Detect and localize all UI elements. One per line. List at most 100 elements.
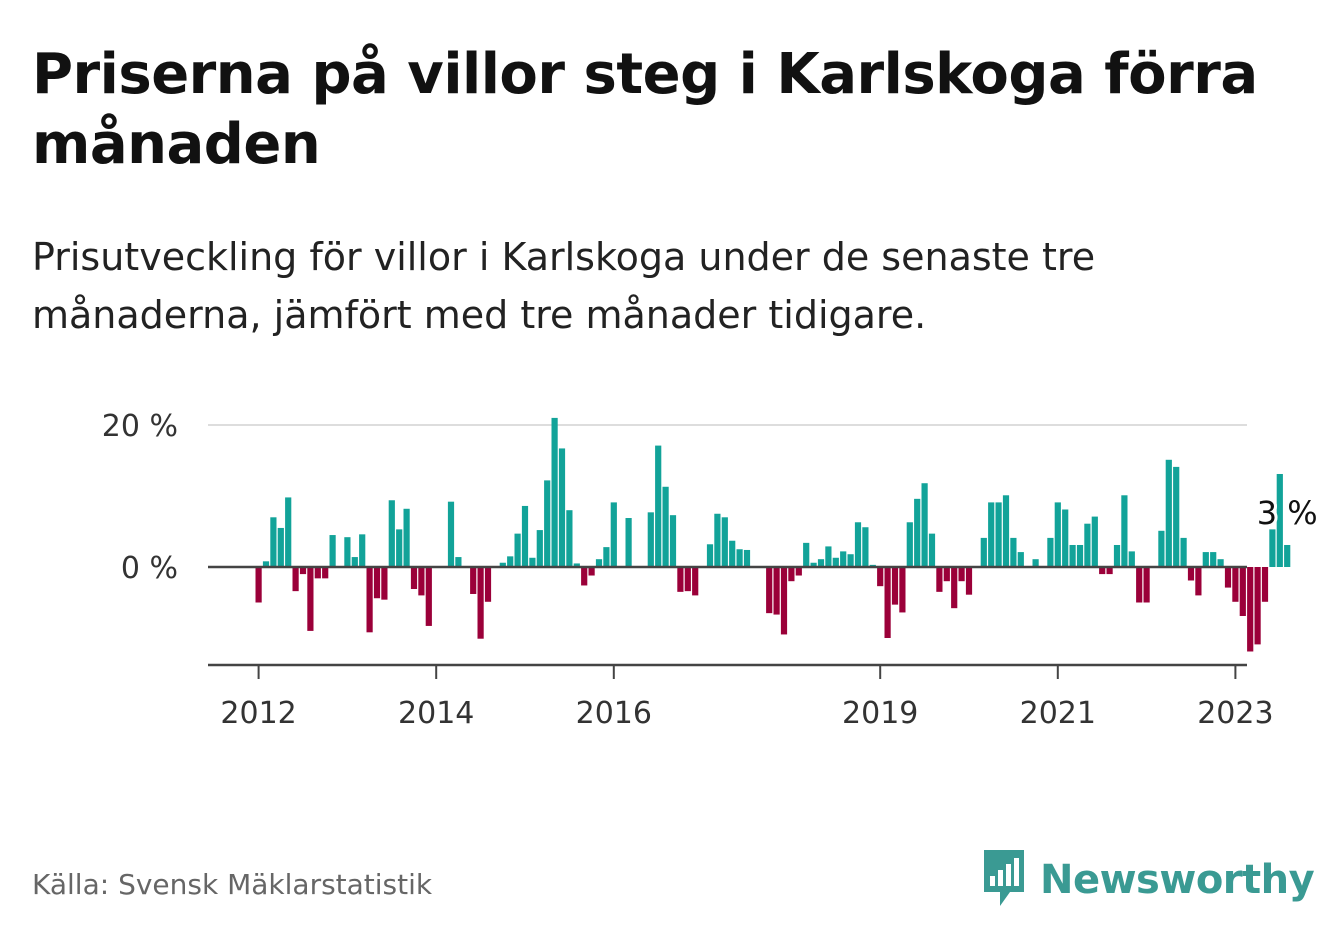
bar <box>832 557 839 567</box>
bar <box>1091 516 1098 567</box>
bar <box>1047 537 1054 567</box>
bar <box>1062 509 1069 567</box>
bar <box>1010 537 1017 567</box>
bar <box>307 567 314 631</box>
x-tick-label: 2012 <box>220 696 296 731</box>
bar <box>418 567 425 596</box>
bar <box>958 567 965 582</box>
bar <box>285 497 292 567</box>
bar <box>499 562 506 567</box>
bar <box>995 502 1002 567</box>
bar <box>595 559 603 567</box>
bar <box>351 557 358 567</box>
bar <box>780 567 788 635</box>
bar <box>1217 559 1224 567</box>
bar <box>1032 559 1039 567</box>
y-tick-label: 0 % <box>121 551 178 586</box>
bar <box>270 517 277 567</box>
bar <box>514 533 521 567</box>
bar <box>1210 552 1217 567</box>
bar <box>655 445 662 567</box>
source-note: Källa: Svensk Mäklarstatistik <box>32 868 433 901</box>
bar <box>662 486 669 567</box>
bar <box>1254 567 1261 645</box>
bar <box>795 567 802 576</box>
bar <box>425 567 432 626</box>
bar <box>447 501 455 567</box>
bar <box>817 559 825 567</box>
bar <box>877 567 884 587</box>
bar <box>1017 552 1024 567</box>
bar <box>507 556 514 567</box>
bar <box>743 549 751 567</box>
bar <box>692 567 699 596</box>
bar <box>951 567 958 609</box>
bar <box>396 529 403 567</box>
bar <box>1069 544 1076 567</box>
bar <box>788 567 795 582</box>
bar <box>810 562 817 567</box>
brand-name: Newsworthy <box>1040 857 1315 903</box>
bar <box>1173 466 1180 567</box>
bar <box>359 534 366 567</box>
bar <box>1180 537 1187 567</box>
bar <box>899 567 906 613</box>
bar <box>1261 567 1269 602</box>
bar <box>470 567 477 594</box>
bar <box>1247 567 1254 652</box>
bar <box>936 567 943 592</box>
bar <box>322 567 329 579</box>
bar <box>373 567 381 599</box>
bar <box>1239 567 1246 616</box>
x-tick-label: 2023 <box>1197 696 1273 731</box>
bar <box>736 549 743 567</box>
bar <box>1165 459 1172 567</box>
bar <box>1054 502 1061 567</box>
bar <box>884 567 891 638</box>
bar <box>1084 523 1091 567</box>
bar <box>928 533 936 567</box>
bar <box>1187 567 1195 581</box>
bar <box>1276 473 1283 567</box>
bar <box>529 557 536 567</box>
bar <box>773 567 780 615</box>
bar <box>536 530 543 567</box>
page-subtitle: Prisutveckling för villor i Karlskoga un… <box>32 235 1096 337</box>
bar <box>477 567 484 639</box>
bar <box>381 567 388 600</box>
bar <box>1232 567 1239 602</box>
bar <box>914 498 921 567</box>
bar <box>1195 567 1202 596</box>
bar <box>1284 544 1291 567</box>
bar <box>410 567 418 590</box>
bar <box>847 554 854 567</box>
bar <box>1202 552 1209 567</box>
bar <box>891 567 899 605</box>
bar <box>721 517 728 567</box>
bar <box>766 567 773 614</box>
x-tick-label: 2021 <box>1020 696 1096 731</box>
bar <box>329 535 336 567</box>
bar <box>677 567 684 592</box>
bar <box>1224 567 1232 588</box>
bar <box>803 542 810 567</box>
bar <box>388 500 395 567</box>
bar <box>1113 544 1121 567</box>
bar <box>344 537 351 567</box>
bar <box>1099 567 1106 575</box>
bar <box>921 483 928 567</box>
bar <box>625 518 632 567</box>
bar <box>684 567 691 592</box>
bar <box>573 563 580 567</box>
bar <box>484 567 492 602</box>
bar <box>1128 551 1135 567</box>
brand-logo: Newsworthy <box>980 848 1315 912</box>
bar <box>965 567 973 595</box>
bar <box>854 522 862 567</box>
bar <box>1158 530 1165 567</box>
bar <box>314 567 321 579</box>
page-title: Priserna på villor steg i Karlskoga förr… <box>32 42 1258 177</box>
bar <box>729 540 736 567</box>
bar <box>366 567 373 633</box>
